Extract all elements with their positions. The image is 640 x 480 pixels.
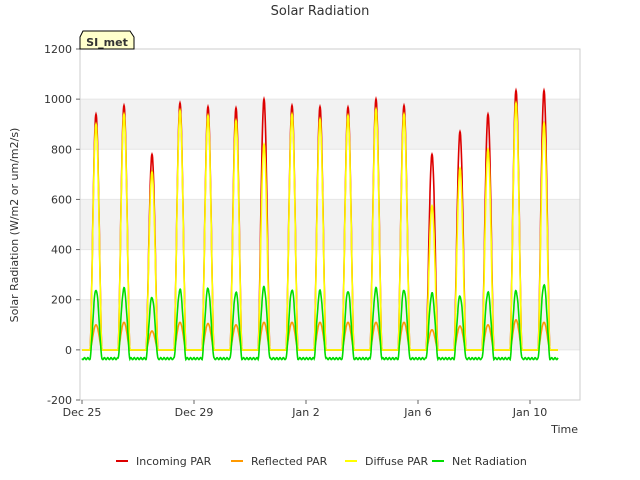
y-tick-label: 800 — [51, 143, 72, 156]
x-tick-label: Jan 6 — [403, 406, 431, 419]
y-tick-label: -200 — [47, 394, 72, 407]
band — [80, 249, 580, 300]
y-tick-label: 1000 — [44, 93, 72, 106]
legend-label: Incoming PAR — [136, 455, 212, 468]
legend-label: Net Radiation — [452, 455, 527, 468]
plot-frame — [79, 48, 581, 401]
series-layer — [81, 87, 559, 362]
y-tick-label: 600 — [51, 193, 72, 206]
band — [80, 99, 580, 150]
series-line-diffuse-par — [82, 100, 558, 351]
band — [80, 299, 580, 350]
x-axis-label: Time — [550, 423, 578, 436]
y-tick-label: 0 — [65, 344, 72, 357]
site-badge: SI_met — [79, 30, 135, 50]
legend-label: Diffuse PAR — [365, 455, 429, 468]
x-axis-ticks: Dec 25 Dec 29 Jan 2 Jan 6 Jan 10 — [63, 400, 547, 419]
legend: Incoming PAR Reflected PAR Diffuse PAR Net … — [116, 455, 527, 468]
x-tick-label: Dec 25 — [63, 406, 102, 419]
legend-label: Reflected PAR — [251, 455, 328, 468]
chart-title: Solar Radiation — [271, 4, 370, 19]
band — [80, 149, 580, 200]
y-tick-label: 1200 — [44, 43, 72, 56]
site-badge-label: SI_met — [86, 36, 128, 49]
y-tick-label: 400 — [51, 244, 72, 257]
x-tick-label: Jan 10 — [512, 406, 547, 419]
x-tick-label: Dec 29 — [175, 406, 214, 419]
background-bands — [80, 49, 580, 400]
y-tick-label: 200 — [51, 294, 72, 307]
y-axis-label: Solar Radiation (W/m2 or um/m2/s) — [8, 128, 21, 323]
x-tick-label: Jan 2 — [291, 406, 319, 419]
band — [80, 199, 580, 250]
y-axis-ticks: -200 0 200 400 600 800 1000 1200 — [44, 43, 80, 407]
band — [80, 49, 580, 100]
series-line-net-radiation — [81, 283, 559, 362]
